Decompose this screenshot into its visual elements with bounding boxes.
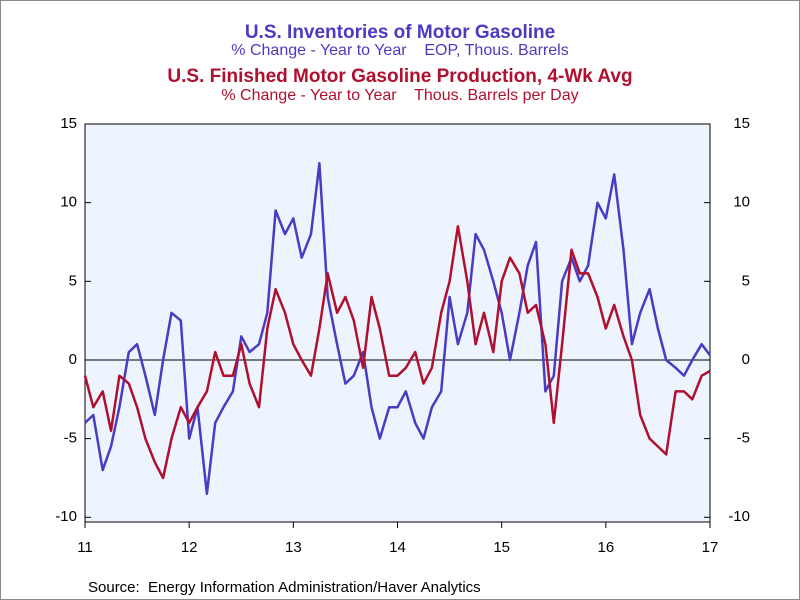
y2-tick-label: -10 bbox=[728, 508, 750, 525]
y-tick-label: -10 bbox=[55, 508, 77, 525]
x-tick-label: 15 bbox=[493, 539, 510, 556]
chart-title: U.S. Finished Motor Gasoline Production,… bbox=[167, 66, 632, 87]
y2-tick-label: 10 bbox=[733, 194, 750, 211]
source-note: Source: Energy Information Administratio… bbox=[88, 579, 481, 596]
y-tick-label: -5 bbox=[64, 430, 77, 447]
x-tick-label: 16 bbox=[597, 539, 614, 556]
y-tick-label: 10 bbox=[60, 194, 77, 211]
x-tick-label: 14 bbox=[389, 539, 406, 556]
x-tick-label: 13 bbox=[285, 539, 302, 556]
y2-tick-label: 0 bbox=[742, 351, 750, 368]
y-tick-label: 15 bbox=[60, 115, 77, 132]
chart-title: U.S. Inventories of Motor Gasoline bbox=[245, 22, 555, 43]
x-tick-label: 17 bbox=[702, 539, 719, 556]
y2-tick-label: 15 bbox=[733, 115, 750, 132]
plot-area bbox=[84, 123, 711, 523]
chart-subtitle: % Change - Year to Year Thous. Barrels p… bbox=[221, 87, 578, 104]
y2-tick-label: 5 bbox=[742, 272, 750, 289]
y-tick-label: 0 bbox=[69, 351, 77, 368]
x-tick-label: 12 bbox=[181, 539, 198, 556]
chart-subtitle: % Change - Year to Year EOP, Thous. Barr… bbox=[231, 42, 568, 59]
series-line bbox=[83, 225, 711, 480]
y-tick-label: 5 bbox=[69, 272, 77, 289]
series-line bbox=[84, 162, 711, 495]
x-tick-label: 11 bbox=[77, 539, 93, 556]
y2-tick-label: -5 bbox=[737, 430, 750, 447]
